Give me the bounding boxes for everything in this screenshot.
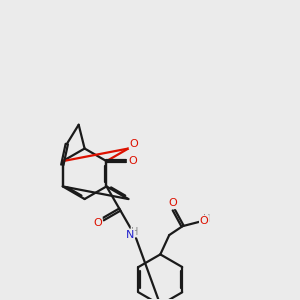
Text: O: O xyxy=(93,218,102,227)
Text: O: O xyxy=(200,216,208,226)
Text: O: O xyxy=(128,156,137,166)
Text: N: N xyxy=(126,230,134,240)
Text: H: H xyxy=(203,214,211,224)
Text: O: O xyxy=(130,139,138,148)
Text: O: O xyxy=(169,198,178,208)
Text: H: H xyxy=(131,226,139,237)
